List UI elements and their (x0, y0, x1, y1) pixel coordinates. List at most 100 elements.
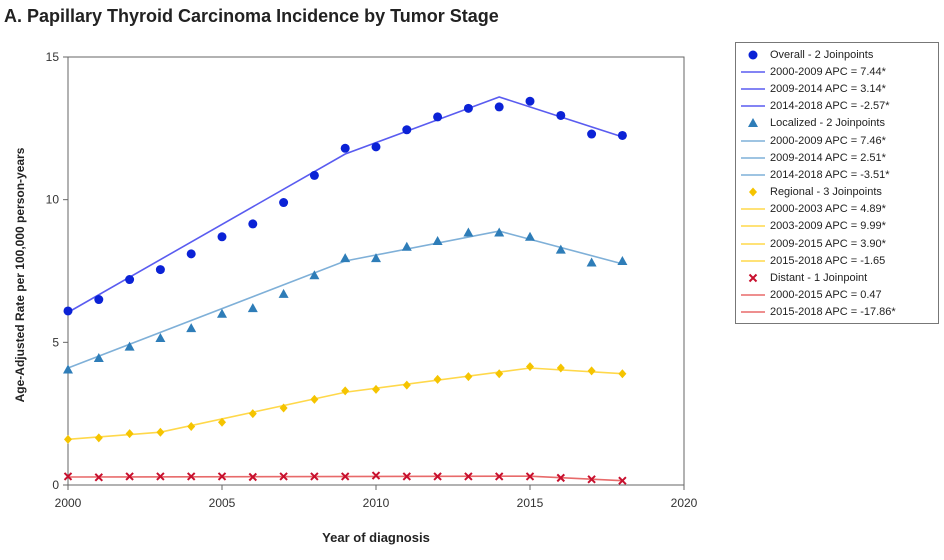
y-tick-label: 10 (46, 193, 60, 207)
legend-label: 2000-2003 APC = 4.89* (770, 203, 886, 216)
legend-label: Localized - 2 Joinpoints (770, 117, 885, 130)
data-point (187, 422, 196, 432)
legend-label: 2000-2009 APC = 7.44* (770, 65, 886, 78)
data-point (587, 129, 597, 139)
legend-key (740, 65, 766, 79)
data-point (372, 384, 380, 394)
legend-label: 2003-2009 APC = 9.99* (770, 220, 886, 233)
legend-label: 2014-2018 APC = -2.57* (770, 100, 890, 113)
legend-key (740, 82, 766, 96)
data-point (278, 288, 289, 298)
data-point (586, 257, 597, 267)
y-tick-label: 0 (52, 478, 59, 492)
legend-entry: Localized - 2 Joinpoints (740, 115, 938, 132)
legend-marker (748, 50, 758, 60)
legend-marker (748, 118, 758, 128)
data-point (340, 143, 350, 153)
data-point (371, 253, 381, 263)
data-point (310, 394, 319, 404)
y-axis-label: Age-Adjusted Rate per 100,000 person-yea… (13, 147, 27, 402)
data-point (186, 472, 196, 481)
data-point (64, 434, 72, 444)
data-point (617, 130, 627, 140)
legend-label: 2000-2015 APC = 0.47 (770, 289, 882, 302)
data-point (340, 472, 350, 481)
plot-area: 2000 2005 2010 2015 2020 0 5 10 15 Year of diag… (13, 50, 698, 545)
legend-label: 2009-2014 APC = 3.14* (770, 82, 886, 95)
legend-key (740, 202, 766, 216)
data-point (463, 227, 474, 237)
legend-entry: Overall - 2 Joinpoints (740, 46, 938, 63)
data-point (618, 476, 627, 485)
data-point (125, 275, 135, 285)
data-point (309, 170, 319, 180)
legend-label: Overall - 2 Joinpoints (770, 48, 874, 61)
x-tick-label: 2000 (55, 496, 82, 510)
legend-label: Distant - 1 Joinpoint (770, 272, 868, 285)
data-point (124, 341, 135, 351)
data-point (155, 265, 165, 275)
x-tick-label: 2015 (517, 496, 544, 510)
legend-key (740, 288, 766, 302)
data-point (248, 472, 258, 482)
data-point (186, 249, 196, 259)
legend-key (740, 271, 766, 285)
legend-entry: 2009-2014 APC = 3.14* (740, 80, 938, 97)
data-point (617, 256, 628, 266)
data-point (63, 306, 73, 316)
data-point (402, 472, 412, 481)
data-point (341, 386, 350, 396)
data-point (340, 253, 351, 263)
legend-label: 2015-2018 APC = -1.65 (770, 254, 886, 267)
fitted-line-series-0 (67, 96, 623, 314)
legend-entry: 2000-2015 APC = 0.47 (740, 287, 938, 304)
data-point (494, 227, 505, 237)
legend-label: 2000-2009 APC = 7.46* (770, 134, 886, 147)
legend-entry: 2015-2018 APC = -17.86* (740, 304, 938, 321)
data-point (525, 96, 535, 106)
x-tick-label: 2010 (363, 496, 390, 510)
data-point (279, 198, 289, 208)
data-point (556, 363, 565, 373)
data-point (94, 295, 104, 305)
y-tick-label: 15 (46, 50, 60, 64)
data-point (495, 369, 504, 379)
data-point (464, 372, 473, 382)
legend-key (740, 305, 766, 319)
data-point (125, 472, 134, 481)
data-point (587, 366, 596, 376)
data-point (94, 433, 103, 443)
data-point (217, 232, 227, 242)
fitted-line-series-1 (67, 230, 623, 369)
data-point (247, 303, 258, 313)
data-point (402, 380, 411, 390)
data-point (217, 308, 227, 318)
legend-key (740, 185, 766, 199)
data-point (618, 369, 627, 379)
legend-label: 2009-2015 APC = 3.90* (770, 237, 886, 250)
legend-label: 2009-2014 APC = 2.51* (770, 151, 886, 164)
data-point (464, 472, 473, 481)
data-point (279, 403, 288, 413)
data-point (156, 472, 165, 481)
data-point (556, 110, 566, 120)
legend-entry: Distant - 1 Joinpoint (740, 269, 938, 286)
data-point (494, 472, 504, 481)
data-point (526, 362, 534, 372)
legend-key (740, 219, 766, 233)
data-point (525, 231, 535, 241)
chart-title: A. Papillary Thyroid Carcinoma Incidence… (4, 6, 499, 26)
data-point (155, 333, 166, 343)
data-point (371, 142, 381, 152)
observed-points (63, 96, 628, 485)
data-point (94, 473, 104, 482)
legend-entry: 2014-2018 APC = -3.51* (740, 166, 938, 183)
x-axis-label: Year of diagnosis (322, 530, 430, 545)
data-point (401, 241, 412, 251)
data-point (309, 270, 320, 280)
legend-entry: 2009-2015 APC = 3.90* (740, 235, 938, 252)
legend-entry: 2009-2014 APC = 2.51* (740, 149, 938, 166)
data-point (463, 103, 473, 113)
legend-entry: 2014-2018 APC = -2.57* (740, 98, 938, 115)
legend-key (740, 168, 766, 182)
